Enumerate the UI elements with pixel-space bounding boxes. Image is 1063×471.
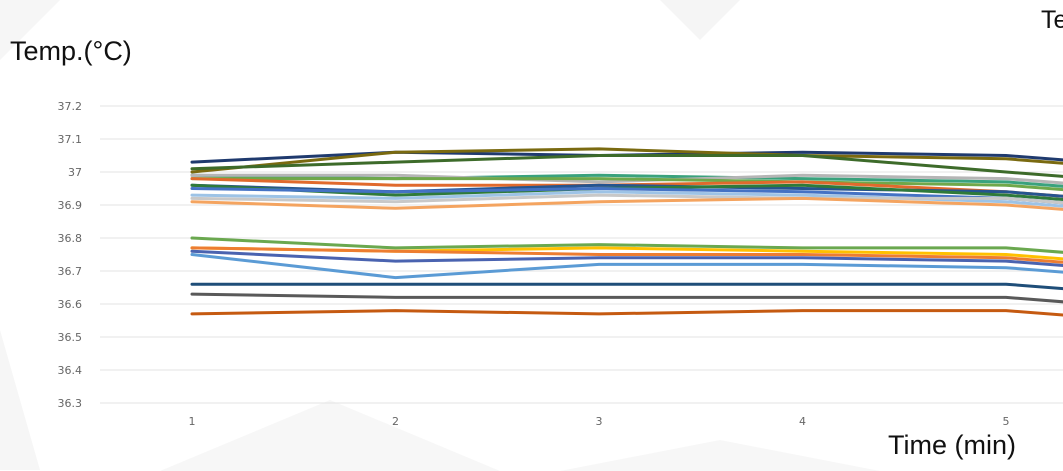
- x-tick-label: 2: [392, 415, 399, 428]
- series-line: [190, 177, 1063, 192]
- y-tick-label: 36.6: [58, 298, 83, 311]
- series-line: [190, 150, 1063, 164]
- series-line: [190, 282, 1063, 291]
- series-line: [190, 292, 1063, 304]
- x-axis-label: Time (min): [888, 430, 1016, 460]
- chart-title-partial: Te: [1041, 6, 1063, 34]
- series-line: [190, 173, 1063, 185]
- series-line: [190, 236, 1063, 254]
- y-axis-label: Temp.(°C): [10, 36, 132, 66]
- x-tick-label: 1: [189, 415, 196, 428]
- series-line: [190, 154, 1063, 178]
- series-line: [190, 246, 1063, 264]
- y-tick-label: 36.5: [58, 331, 83, 344]
- y-tick-label: 37: [68, 166, 82, 179]
- series-line: [190, 253, 1063, 280]
- y-tick-label: 37.1: [58, 133, 83, 146]
- series-line: [190, 249, 1063, 268]
- series-line: [190, 147, 1063, 174]
- y-tick-label: 36.8: [58, 232, 83, 245]
- x-tick-label: 5: [1003, 415, 1010, 428]
- x-tick-label: 3: [596, 415, 603, 428]
- x-tick-label: 4: [799, 415, 806, 428]
- series-line: [190, 190, 1063, 208]
- series-line: [190, 193, 1063, 205]
- y-tick-label: 37.2: [58, 100, 83, 113]
- y-tick-label: 36.4: [58, 364, 83, 377]
- y-tick-label: 36.9: [58, 199, 83, 212]
- series-line: [190, 196, 1063, 211]
- y-tick-label: 36.3: [58, 397, 83, 410]
- y-tick-label: 36.7: [58, 265, 83, 278]
- series-line: [190, 183, 1063, 202]
- series-line: [190, 309, 1063, 317]
